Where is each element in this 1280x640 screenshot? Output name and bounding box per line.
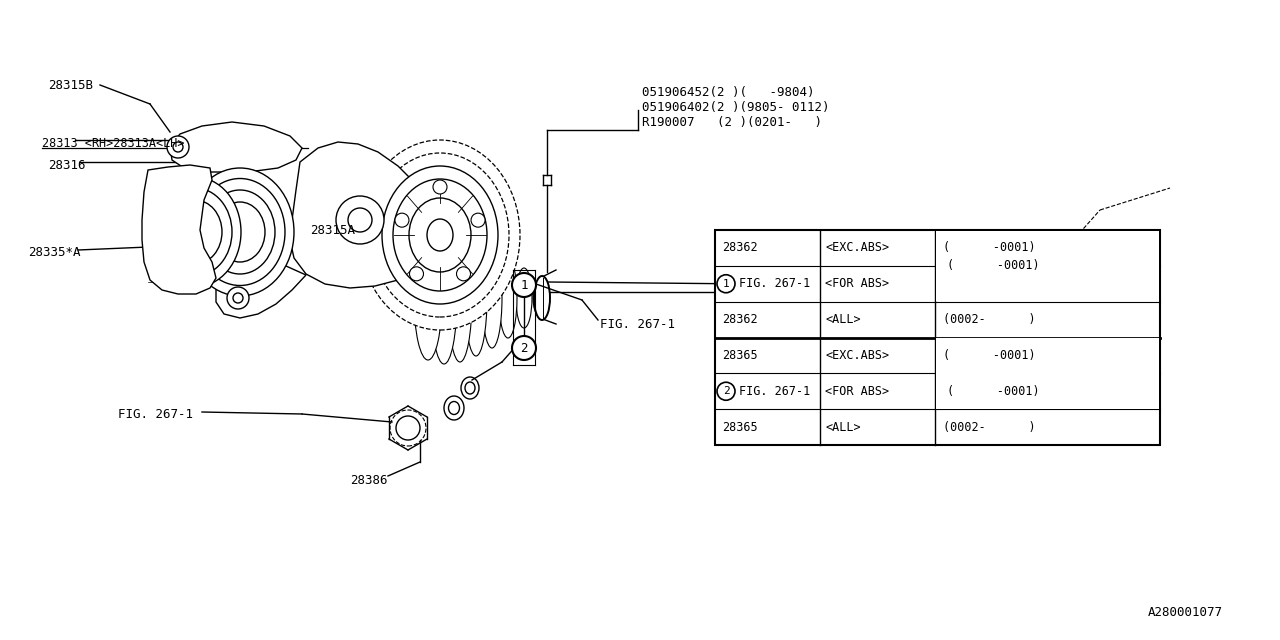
Text: 28386: 28386 bbox=[349, 474, 388, 486]
Text: FIG. 267-1: FIG. 267-1 bbox=[600, 317, 675, 330]
Ellipse shape bbox=[982, 240, 995, 308]
Ellipse shape bbox=[854, 258, 867, 290]
Text: 28316: 28316 bbox=[49, 159, 86, 172]
Text: <FOR ABS>: <FOR ABS> bbox=[826, 385, 890, 397]
Ellipse shape bbox=[934, 234, 946, 314]
Text: 28365: 28365 bbox=[722, 349, 758, 362]
Bar bbox=[716, 230, 1160, 445]
Polygon shape bbox=[216, 264, 306, 318]
Text: 2: 2 bbox=[723, 387, 730, 396]
Ellipse shape bbox=[461, 377, 479, 399]
Ellipse shape bbox=[950, 234, 963, 314]
Bar bbox=[936, 338, 1158, 409]
Circle shape bbox=[433, 180, 447, 194]
Ellipse shape bbox=[534, 276, 550, 320]
Text: 28315A: 28315A bbox=[310, 223, 355, 237]
Circle shape bbox=[396, 416, 420, 440]
Text: <ALL>: <ALL> bbox=[826, 420, 860, 433]
Ellipse shape bbox=[902, 240, 914, 308]
Ellipse shape bbox=[870, 252, 882, 296]
Ellipse shape bbox=[499, 258, 517, 338]
Ellipse shape bbox=[448, 234, 472, 362]
Ellipse shape bbox=[413, 236, 442, 360]
Ellipse shape bbox=[849, 238, 867, 310]
Circle shape bbox=[396, 213, 408, 227]
Text: 28313 <RH>28313A<LH>: 28313 <RH>28313A<LH> bbox=[42, 136, 184, 150]
Text: <EXC.ABS>: <EXC.ABS> bbox=[826, 349, 890, 362]
Text: FIG. 280-2: FIG. 280-2 bbox=[785, 278, 859, 291]
Ellipse shape bbox=[444, 396, 465, 420]
Circle shape bbox=[512, 336, 536, 360]
Text: (      -0001): ( -0001) bbox=[943, 349, 1036, 362]
Ellipse shape bbox=[186, 168, 294, 296]
Ellipse shape bbox=[148, 177, 241, 287]
Ellipse shape bbox=[998, 246, 1010, 302]
Circle shape bbox=[717, 275, 735, 292]
Text: (      -0001): ( -0001) bbox=[947, 259, 1039, 273]
Circle shape bbox=[227, 287, 250, 309]
Ellipse shape bbox=[431, 232, 457, 364]
Text: 28335*A: 28335*A bbox=[28, 246, 81, 259]
Ellipse shape bbox=[918, 236, 931, 312]
Text: 28365: 28365 bbox=[722, 420, 758, 433]
Polygon shape bbox=[170, 122, 302, 172]
Ellipse shape bbox=[1012, 252, 1024, 296]
Text: (      -0001): ( -0001) bbox=[943, 241, 1036, 255]
Ellipse shape bbox=[381, 166, 498, 304]
Text: (0002-      ): (0002- ) bbox=[943, 313, 1036, 326]
Ellipse shape bbox=[1027, 258, 1038, 290]
Ellipse shape bbox=[966, 236, 978, 312]
Circle shape bbox=[717, 382, 735, 400]
Text: R190007   (2 )(0201-   ): R190007 (2 )(0201- ) bbox=[643, 115, 822, 129]
Polygon shape bbox=[291, 142, 433, 288]
Text: (      -0001): ( -0001) bbox=[947, 385, 1039, 397]
Polygon shape bbox=[142, 165, 216, 294]
Bar bbox=[936, 230, 1158, 301]
Circle shape bbox=[335, 196, 384, 244]
Ellipse shape bbox=[1039, 264, 1051, 284]
Text: FIG. 267-1: FIG. 267-1 bbox=[118, 408, 193, 422]
Bar bbox=[936, 372, 1158, 374]
Text: 28315B: 28315B bbox=[49, 79, 93, 92]
Bar bbox=[936, 265, 1158, 267]
Ellipse shape bbox=[532, 280, 547, 316]
Text: <FOR ABS>: <FOR ABS> bbox=[826, 277, 890, 291]
Circle shape bbox=[512, 273, 536, 297]
Text: (0002-      ): (0002- ) bbox=[943, 420, 1036, 433]
Text: <EXC.ABS>: <EXC.ABS> bbox=[826, 241, 890, 255]
Text: FIG. 267-1: FIG. 267-1 bbox=[739, 385, 810, 397]
Text: 1: 1 bbox=[723, 279, 730, 289]
Ellipse shape bbox=[886, 246, 899, 302]
Ellipse shape bbox=[465, 240, 486, 356]
Circle shape bbox=[410, 267, 424, 281]
Text: 1: 1 bbox=[520, 278, 527, 291]
Text: 28362: 28362 bbox=[722, 313, 758, 326]
Ellipse shape bbox=[360, 140, 520, 330]
Circle shape bbox=[166, 136, 189, 158]
Text: 051906452(2 )(   -9804): 051906452(2 )( -9804) bbox=[643, 86, 814, 99]
Circle shape bbox=[471, 213, 485, 227]
Circle shape bbox=[457, 267, 471, 281]
Ellipse shape bbox=[516, 268, 532, 328]
Text: 051906402(2 )(9805- 0112): 051906402(2 )(9805- 0112) bbox=[643, 100, 829, 113]
Text: A280001077: A280001077 bbox=[1148, 605, 1222, 618]
Text: <ALL>: <ALL> bbox=[826, 313, 860, 326]
Text: 2: 2 bbox=[520, 342, 527, 355]
Ellipse shape bbox=[483, 248, 502, 348]
Text: 28362: 28362 bbox=[722, 241, 758, 255]
Text: FIG. 267-1: FIG. 267-1 bbox=[739, 277, 810, 291]
